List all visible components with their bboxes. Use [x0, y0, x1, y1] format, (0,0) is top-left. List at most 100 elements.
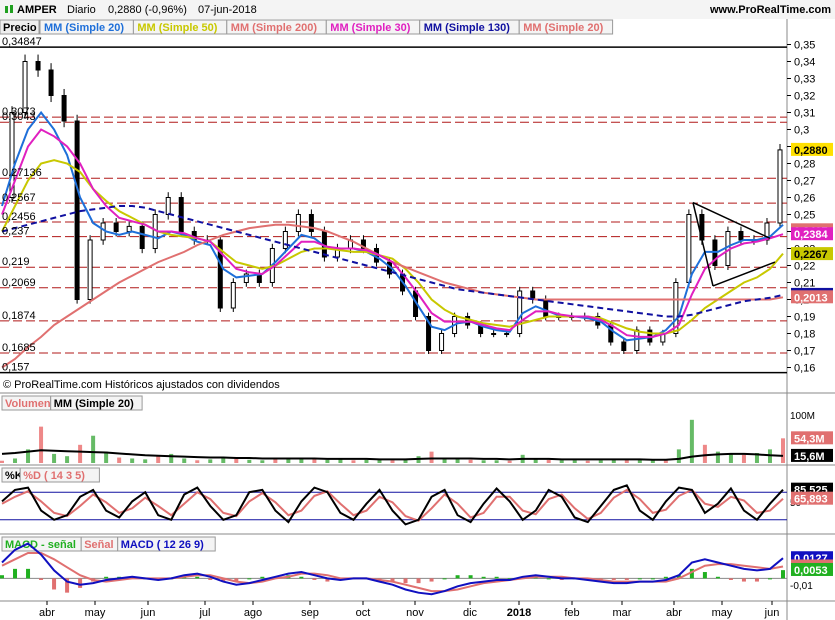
volume-bar: [156, 456, 161, 463]
price-badge-label: 0,2880: [794, 145, 828, 157]
price-badge: [791, 290, 833, 304]
volume-bar: [104, 451, 109, 463]
macd-legend-box: [117, 536, 216, 552]
volume-bar: [130, 458, 135, 463]
candle-body: [738, 231, 744, 241]
volume-bar: [442, 457, 447, 463]
month-axis: abr may jun jul ago sep oct nov dic 2018 feb mar abr…: [39, 601, 779, 619]
macd-histogram-bar: [481, 576, 486, 579]
macd-histogram-bar: [702, 572, 707, 579]
volume-bar: [559, 460, 564, 463]
volume-bar: [247, 459, 252, 463]
macd-histogram-bar: [195, 576, 200, 579]
price-tick-label: 0,18: [794, 329, 815, 341]
price-badge: [791, 227, 833, 241]
volume-legend-item: MM (Simple 20): [54, 398, 134, 410]
month-label: ago: [244, 607, 262, 619]
volume-bar: [494, 460, 499, 463]
volume-bar: [624, 459, 629, 463]
price-legend-item: MM (Simple 130): [424, 22, 511, 34]
candle-body: [243, 273, 249, 283]
month-label: 2018: [507, 607, 531, 619]
volume-legend-item: Volumen: [5, 398, 51, 410]
pattern-line: [692, 202, 714, 287]
candle-body: [48, 69, 54, 96]
macd-line: [1, 542, 784, 596]
price-badge-label: 0,2013: [794, 292, 828, 304]
site-label: www.ProRealTime.com: [709, 4, 831, 16]
macd-histogram-bar: [715, 576, 720, 579]
volume-bar: [39, 426, 44, 463]
volume-bar: [403, 458, 408, 463]
volume-bar: [13, 458, 18, 463]
price-tick-label: 0,3: [794, 125, 809, 137]
macd-histogram-bar: [494, 576, 499, 579]
macd-badge: [791, 562, 833, 576]
candle-body: [22, 61, 28, 113]
price-legend-item: MM (Simple 20): [44, 22, 124, 34]
stochastic-badge: [791, 491, 833, 505]
stochastic-d-line: [1, 488, 784, 522]
volume-bar: [312, 458, 317, 463]
volume-bar: [351, 460, 356, 463]
macd-histogram-bar: [455, 575, 460, 579]
level-label: 0,237: [2, 226, 30, 238]
volume-bar: [728, 453, 733, 463]
candle-body: [74, 120, 80, 300]
chart-background: [0, 19, 835, 620]
level-label: 0,27136: [2, 167, 42, 179]
candle-body: [426, 316, 432, 351]
macd-legend-item: MACD - señal: [5, 539, 76, 551]
volume-bar: [468, 459, 473, 463]
period-label: Diario: [67, 4, 96, 16]
candle-body: [282, 231, 288, 249]
candle-body: [308, 214, 314, 232]
price-title: Precio: [3, 22, 37, 34]
volume-axis-label: 100M: [790, 411, 815, 422]
macd-histogram-bar: [676, 575, 681, 579]
volume-bar: [455, 459, 460, 463]
macd-histogram-bar: [741, 578, 746, 582]
volume-bar: [754, 453, 759, 463]
volume-bar: [650, 460, 655, 463]
candle-body: [517, 290, 523, 334]
candle-body: [634, 329, 640, 352]
candle-body: [165, 197, 171, 215]
level-label: 0,219: [2, 256, 30, 268]
candle-body: [178, 197, 184, 232]
level-label: 0,3073: [2, 106, 36, 118]
volume-bar: [221, 457, 226, 463]
level-label: 0,3043: [2, 111, 36, 123]
price-tick-label: 0,31: [794, 108, 815, 120]
price-tick-label: 0,19: [794, 312, 815, 324]
volume-bar: [234, 458, 239, 463]
candle-body: [9, 112, 15, 198]
volume-bar: [286, 458, 291, 463]
macd-histogram-bar: [624, 578, 629, 580]
volume-bar: [429, 451, 434, 463]
macd-legend-item: Señal: [84, 539, 113, 551]
pattern-line: [712, 261, 776, 287]
price-badge-label: 0,2267: [794, 249, 828, 261]
price-tick-label: 0,17: [794, 346, 815, 358]
volume-bar: [169, 453, 174, 463]
month-label: abr: [39, 607, 55, 619]
macd-histogram-bar: [104, 576, 109, 579]
candle-body: [673, 282, 679, 334]
price-legend-item: MM (Simple 50): [137, 22, 217, 34]
price-badge: [791, 247, 833, 261]
candle-body: [35, 61, 41, 71]
volume-bar: [325, 459, 330, 463]
price-legend-item: MM (Simple 20): [523, 22, 603, 34]
candle-body: [113, 222, 119, 232]
volume-bar: [533, 458, 538, 463]
macd-histogram-bar: [299, 576, 304, 579]
price-tick-label: 0,33: [794, 74, 815, 86]
price-legend: Precio MM (Simple 20) MM (Simple 50) MM (S…: [0, 19, 614, 35]
candle-body: [230, 282, 236, 309]
macd-histogram-bar: [429, 578, 434, 582]
macd-histogram-bar: [754, 578, 759, 582]
stochastic-k-line: [1, 484, 784, 526]
macd-histogram-bar: [637, 578, 642, 580]
candle-body: [217, 239, 223, 309]
